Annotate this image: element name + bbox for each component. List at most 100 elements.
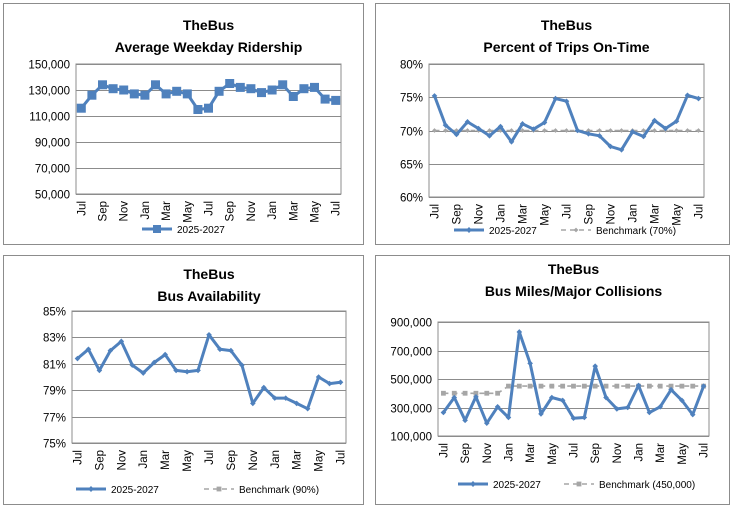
- x-tick-label: Jan: [270, 450, 282, 469]
- data-point: [486, 133, 493, 139]
- x-tick-label: Sep: [98, 201, 110, 221]
- data-point: [465, 128, 470, 133]
- data-point: [564, 128, 569, 133]
- x-tick-label: Jan: [140, 201, 152, 220]
- data-point: [304, 405, 311, 412]
- data-point: [608, 128, 613, 133]
- y-tick-label: 70,000: [35, 164, 70, 176]
- y-tick-label: 300,000: [390, 404, 432, 416]
- x-tick-label: Jan: [503, 443, 515, 462]
- x-tick-label: Mar: [161, 201, 173, 221]
- data-point: [553, 128, 558, 133]
- data-point: [214, 86, 224, 96]
- data-point: [96, 367, 103, 374]
- legend-marker: [216, 486, 222, 492]
- data-point: [581, 383, 587, 389]
- data-point: [506, 383, 511, 389]
- legend-label: 2025-2027: [111, 485, 159, 496]
- chart-subtitle: Bus Availability: [157, 288, 260, 304]
- ridership-chart: TheBus Average Weekday Ridership 50,000 70,…: [28, 17, 342, 236]
- data-point: [320, 94, 330, 104]
- legend-item: Benchmark (70%): [561, 226, 676, 237]
- data-point: [484, 390, 490, 396]
- legend-label: 2025-2027: [489, 226, 537, 237]
- data-point: [431, 93, 438, 99]
- data-point: [586, 128, 591, 133]
- y-tick-label: 80%: [400, 60, 423, 72]
- data-point: [267, 85, 277, 95]
- data-point: [85, 346, 92, 353]
- legend-marker: [88, 486, 94, 492]
- y-tick-label: 150,000: [28, 60, 70, 72]
- data-point: [278, 80, 288, 90]
- data-point: [646, 383, 652, 389]
- x-tick-label: Jan: [138, 450, 150, 469]
- data-point: [679, 397, 685, 404]
- benchmark-series: [432, 128, 701, 133]
- y-tick-label: 90,000: [35, 138, 70, 150]
- data-point: [571, 383, 576, 389]
- y-tick-label: 700,000: [390, 347, 432, 359]
- data-point: [282, 395, 289, 401]
- data-point: [162, 351, 168, 358]
- legend-item: Benchmark (90%): [204, 485, 319, 496]
- x-tick-label: Jul: [569, 443, 581, 458]
- x-tick-label: Jan: [267, 201, 279, 220]
- data-point: [161, 89, 171, 99]
- legend-item: 2025-2027: [454, 226, 537, 237]
- data-point: [505, 414, 512, 421]
- y-tick-label: 85%: [43, 307, 66, 319]
- data-point: [442, 122, 449, 128]
- y-tick-label: 130,000: [28, 86, 70, 98]
- data-point: [668, 386, 674, 393]
- data-point: [619, 128, 624, 133]
- data-point: [679, 383, 685, 389]
- data-point: [235, 82, 245, 92]
- data-point: [172, 86, 182, 96]
- y-tick-label: 79%: [43, 386, 66, 398]
- data-point: [509, 128, 514, 133]
- legend-marker: [153, 225, 161, 233]
- x-tick-label: Mar: [518, 204, 530, 224]
- data-point: [239, 362, 245, 368]
- data-point: [538, 411, 544, 417]
- data-point: [310, 82, 319, 92]
- x-tick-label: Mar: [525, 443, 537, 463]
- data-point: [603, 394, 609, 401]
- availability-chart-panel: TheBus Bus Availability 75% 77% 79% 81% 83% 85%…: [3, 255, 364, 505]
- data-point: [246, 84, 256, 94]
- x-tick-label: Jul: [72, 450, 84, 465]
- y-tick-label: 81%: [43, 360, 66, 372]
- data-point: [250, 400, 256, 407]
- y-tick-label: 900,000: [390, 318, 432, 330]
- data-point: [652, 128, 657, 133]
- data-point: [635, 382, 642, 389]
- x-tick-label: Nov: [248, 450, 260, 471]
- data-point: [193, 105, 203, 114]
- series-line: [442, 330, 706, 425]
- y-tick-label: 110,000: [29, 112, 70, 124]
- data-point: [690, 383, 696, 389]
- data-point: [225, 79, 235, 88]
- data-point: [657, 403, 664, 410]
- main-series: [440, 329, 707, 426]
- data-point: [685, 128, 690, 133]
- data-point: [700, 383, 707, 389]
- data-point: [443, 128, 448, 133]
- data-point: [592, 383, 598, 389]
- data-point: [288, 92, 298, 101]
- data-point: [640, 133, 647, 140]
- x-tick-label: Jan: [634, 443, 646, 462]
- data-point: [453, 131, 460, 138]
- on-time-chart-panel: TheBus Percent of Trips On-Time 60% 65% 70% 7…: [375, 3, 730, 245]
- y-tick-label: 60%: [400, 193, 423, 205]
- legend-marker: [573, 227, 579, 233]
- legend-marker: [466, 227, 472, 233]
- data-point: [516, 329, 523, 335]
- data-point: [440, 409, 447, 416]
- y-tick-label: 75%: [400, 93, 423, 105]
- y-tick-label: 500,000: [390, 375, 432, 387]
- data-point: [473, 394, 479, 400]
- data-point: [560, 383, 566, 389]
- data-point: [257, 88, 266, 98]
